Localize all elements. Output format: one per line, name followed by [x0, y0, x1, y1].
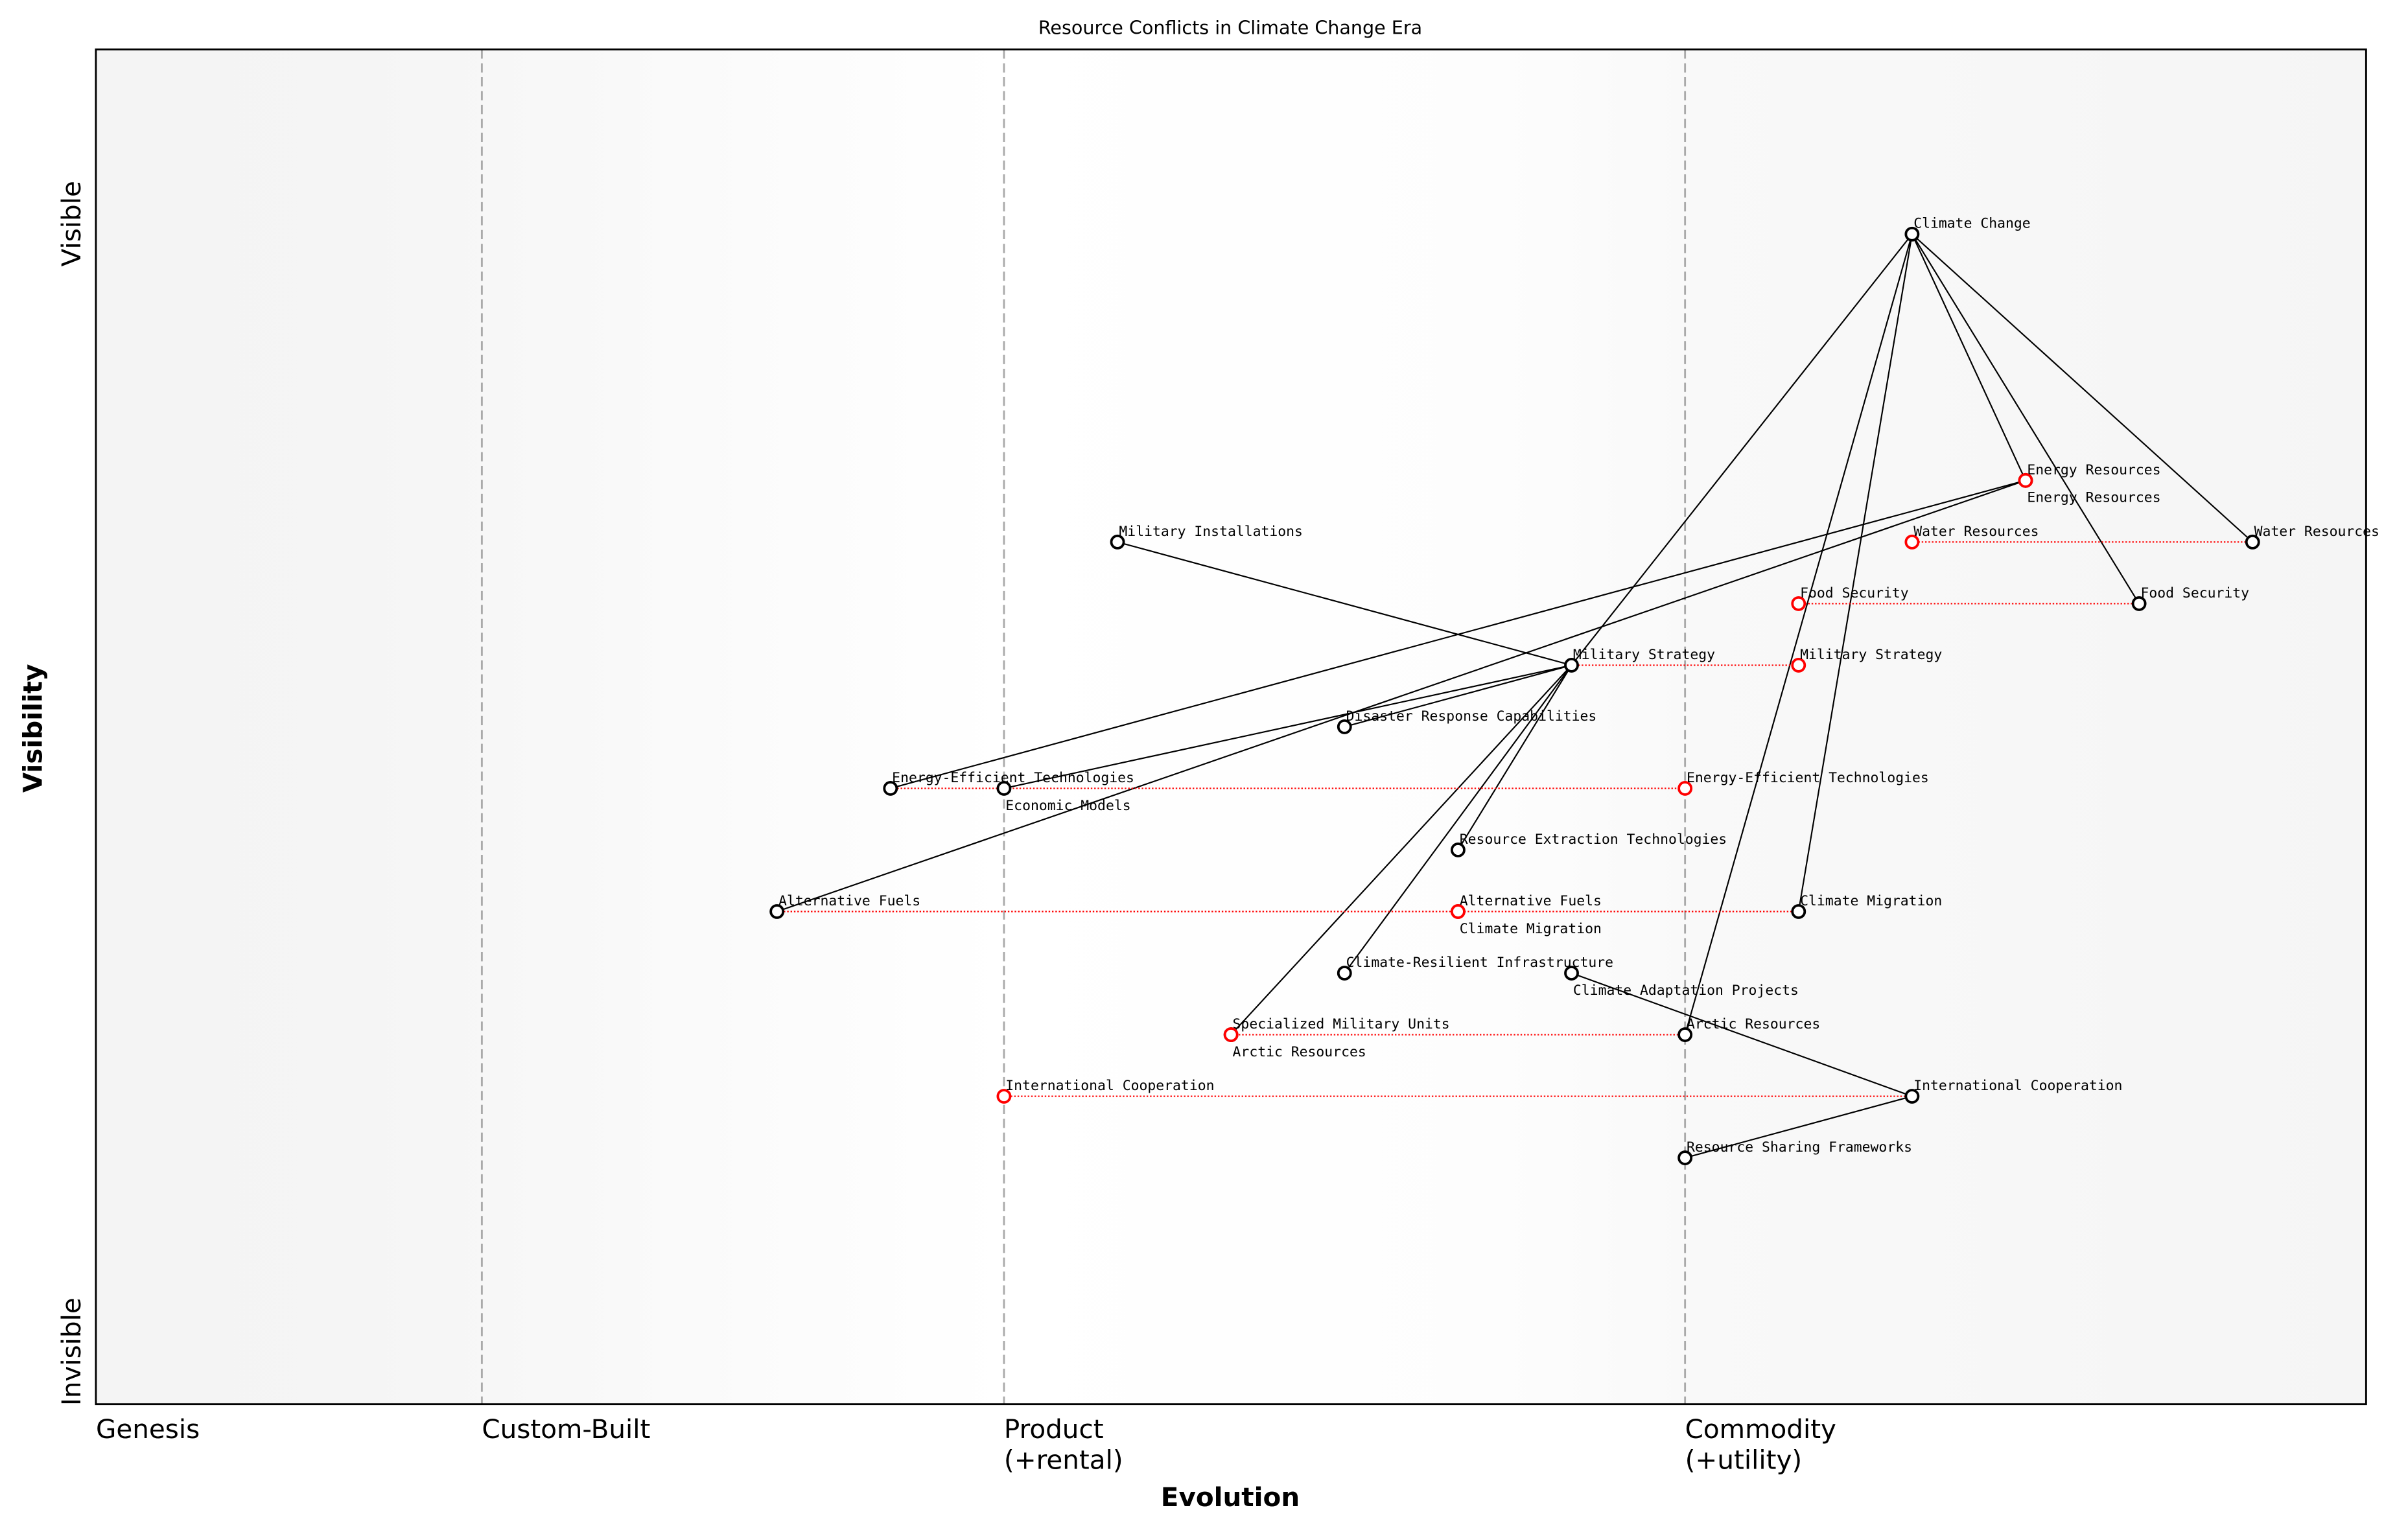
component-climate-migration[interactable] [1791, 904, 1806, 919]
component-climate-resilient-infrastructure[interactable] [1337, 966, 1352, 981]
component-food-security[interactable] [2131, 596, 2147, 611]
evolved-label-arctic-resources: Arctic Resources [1233, 1044, 1366, 1060]
stage-label-custom-built: Custom-Built [482, 1413, 650, 1445]
chart-title: Resource Conflicts in Climate Change Era [1038, 16, 1422, 38]
component-economic-models[interactable] [996, 781, 1012, 796]
evolved-component-military-strategy[interactable] [1791, 657, 1806, 673]
evolved-component-energy-efficient-technologies[interactable] [1677, 781, 1693, 796]
x-axis-title: Evolution [1161, 1482, 1300, 1513]
link-military-strategy-to-resource-extraction-technologies [1457, 664, 1572, 851]
component-label-energy-efficient-technologies: Energy-Efficient Technologies [892, 770, 1134, 786]
component-resource-extraction-technologies[interactable] [1450, 843, 1466, 857]
stage-sublabel-product: (+rental) [1004, 1445, 1123, 1476]
link-climate-adaptation-projects-to-international-cooperation [1571, 972, 1913, 1097]
link-climate-change-to-water-resources [1911, 233, 2253, 543]
link-climate-change-to-climate-migration [1797, 234, 1913, 912]
component-military-installations[interactable] [1110, 534, 1125, 550]
component-energy-efficient-technologies[interactable] [883, 781, 898, 796]
link-military-strategy-to-disaster-response-capabilities [1344, 664, 1572, 728]
component-water-resources[interactable] [2245, 534, 2260, 550]
evolved-label-climate-migration: Climate Migration [1460, 921, 1602, 937]
link-military-installations-to-military-strategy [1117, 541, 1572, 666]
component-label-climate-adaptation-projects: Climate Adaptation Projects [1573, 982, 1799, 999]
link-climate-change-to-food-security [1911, 233, 2140, 604]
link-climate-change-to-energy-resources [1911, 233, 2026, 481]
component-label-food-security: Food Security [2141, 585, 2250, 601]
evolved-component-food-security[interactable] [1791, 596, 1806, 611]
evolved-component-arctic-resources[interactable] [1223, 1027, 1239, 1042]
evolved-label-energy-resources: Energy Resources [2027, 490, 2160, 506]
link-climate-change-to-arctic-resources [1684, 233, 1913, 1035]
component-arctic-resources[interactable] [1677, 1027, 1693, 1042]
link-military-strategy-to-economic-models [1003, 664, 1572, 789]
component-label-alternative-fuels: Alternative Fuels [778, 893, 920, 909]
component-climate-adaptation-projects[interactable] [1564, 966, 1579, 981]
y-tick-visible: Visible [56, 181, 87, 266]
component-disaster-response-capabilities[interactable] [1337, 719, 1352, 734]
component-label-arctic-resources: Arctic Resources [1687, 1016, 1820, 1032]
evolved-component-climate-migration[interactable] [1450, 904, 1466, 919]
component-label-international-cooperation: International Cooperation [1913, 1078, 2122, 1094]
evolved-label-food-security: Food Security [1800, 585, 1909, 601]
stage-sublabel-commodity: (+utility) [1685, 1445, 1803, 1476]
evolved-label-alternative-fuels: Alternative Fuels [1460, 893, 1602, 909]
evolved-label-water-resources: Water Resources [1913, 524, 2039, 540]
evolved-label-military-strategy: Military Strategy [1800, 647, 1942, 663]
component-label-military-strategy: Military Strategy [1573, 647, 1715, 663]
component-label-climate-change: Climate Change [1913, 216, 2030, 232]
y-axis-title: Visibility [18, 664, 49, 793]
evolved-component-energy-resources[interactable] [2018, 472, 2033, 488]
link-climate-change-to-military-strategy [1571, 233, 1913, 666]
link-military-strategy-to-specialized-military-units [1230, 664, 1572, 1036]
evolved-component-international-cooperation[interactable] [996, 1089, 1012, 1104]
component-label-water-resources: Water Resources [2254, 524, 2379, 540]
component-resource-sharing-frameworks[interactable] [1677, 1150, 1693, 1166]
plot-frame [95, 48, 2367, 1406]
stage-label-commodity: Commodity [1685, 1413, 1836, 1445]
component-military-strategy[interactable] [1564, 657, 1579, 673]
component-alternative-fuels[interactable] [769, 904, 785, 919]
component-label-disaster-response-capabilities: Disaster Response Capabilities [1346, 708, 1597, 725]
component-climate-change[interactable] [1904, 226, 1920, 242]
plot-background [95, 49, 2367, 1404]
component-label-economic-models: Economic Models [1005, 798, 1130, 814]
component-international-cooperation[interactable] [1904, 1089, 1920, 1104]
y-tick-invisible: Invisible [56, 1297, 87, 1406]
evolved-label-international-cooperation: International Cooperation [1005, 1078, 1214, 1094]
component-label-climate-migration: Climate Migration [1800, 893, 1942, 909]
evolved-component-water-resources[interactable] [1904, 534, 1920, 550]
link-military-strategy-to-climate-resilient-infrastructure [1344, 664, 1572, 974]
component-label-energy-resources: Energy Resources [2027, 462, 2160, 478]
link-resource-sharing-frameworks-to-international-cooperation [1685, 1095, 1913, 1159]
evolved-label-energy-efficient-technologies: Energy-Efficient Technologies [1687, 770, 1929, 786]
link-energy-resources-to-alternative-fuels [777, 480, 2026, 913]
stage-label-product: Product [1004, 1413, 1104, 1445]
component-label-resource-sharing-frameworks: Resource Sharing Frameworks [1687, 1139, 1912, 1156]
component-label-resource-extraction-technologies: Resource Extraction Technologies [1460, 831, 1727, 848]
component-label-specialized-military-units: Specialized Military Units [1233, 1016, 1450, 1032]
component-label-military-installations: Military Installations [1119, 524, 1303, 540]
stage-label-genesis: Genesis [96, 1413, 200, 1445]
